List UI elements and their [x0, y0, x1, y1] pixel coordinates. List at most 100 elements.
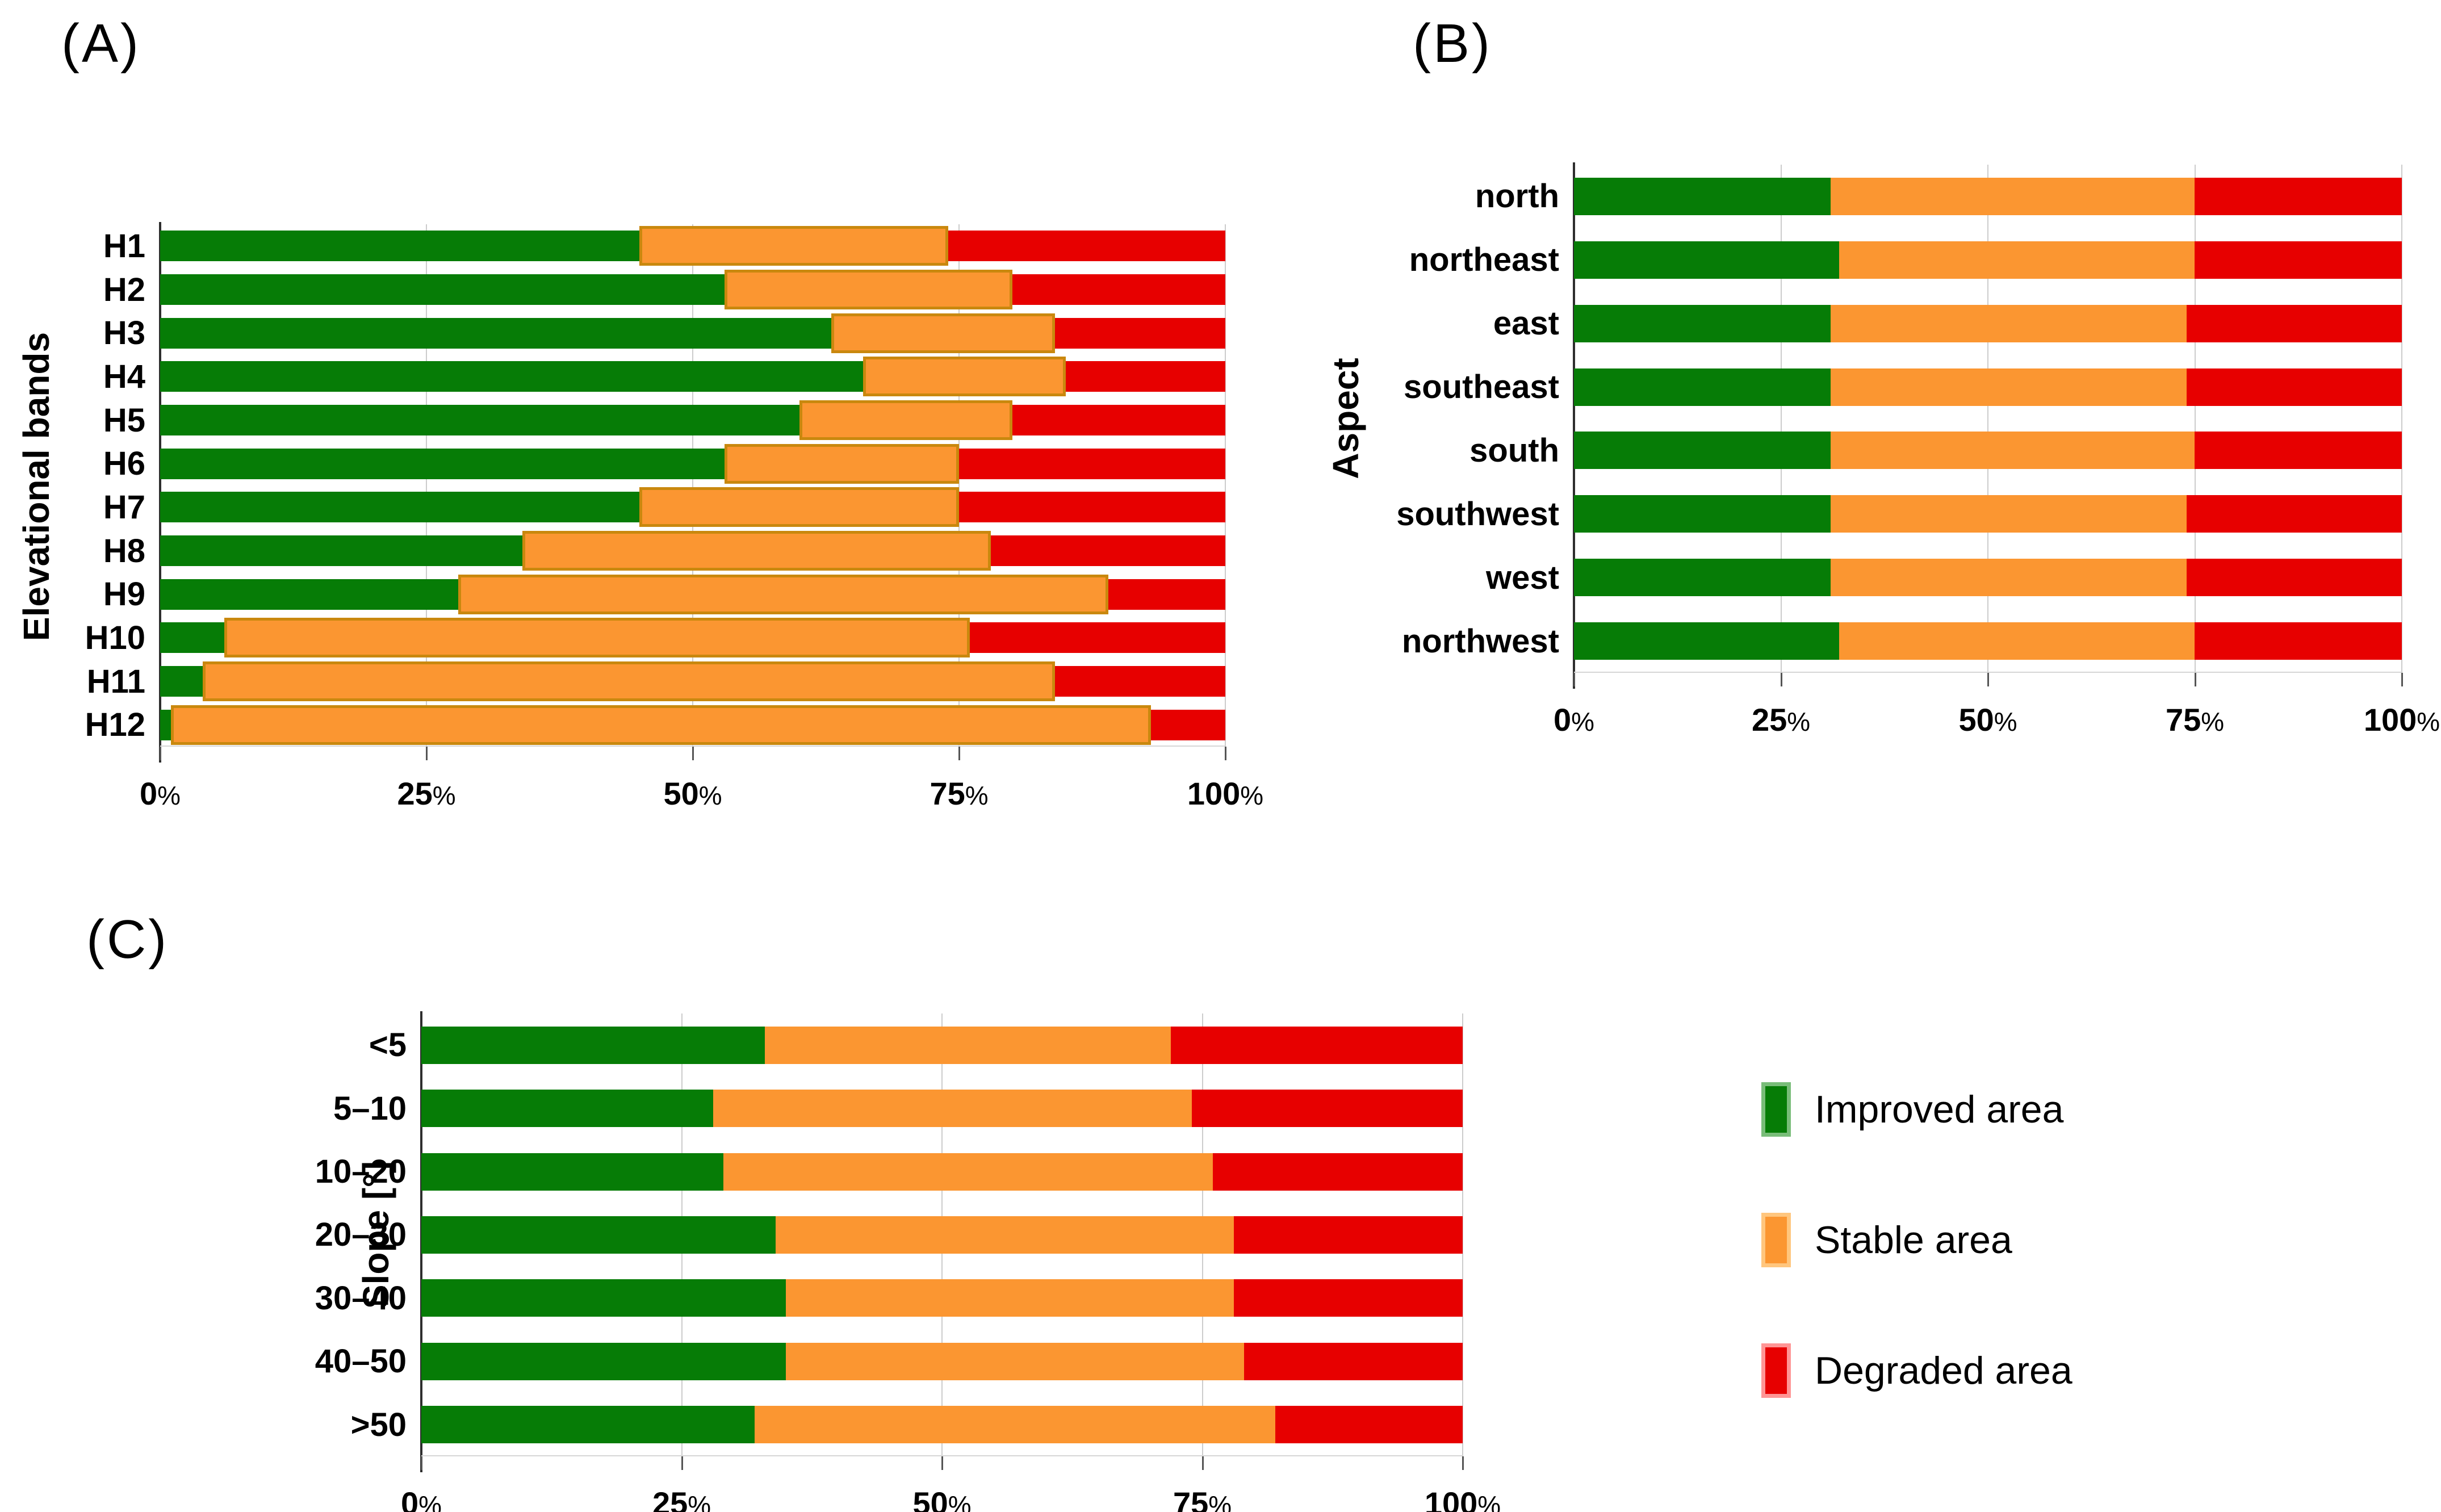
stacked-bar	[160, 531, 1225, 571]
axis-tick	[2401, 673, 2403, 686]
legend-label-improved: Improved area	[1815, 1088, 2064, 1131]
segment-degraded	[2195, 622, 2402, 660]
stacked-bar	[160, 574, 1225, 614]
bar-row: <5	[369, 1013, 1463, 1077]
category-label: H7	[103, 488, 145, 526]
bar-row: 40–50	[315, 1330, 1463, 1393]
axis-tick	[426, 747, 428, 760]
bar-row: 5–10	[333, 1077, 1463, 1140]
category-label: east	[1493, 305, 1559, 342]
segment-degraded	[1012, 405, 1225, 436]
gridline	[958, 224, 960, 747]
x-tick-label: 25%	[1751, 702, 1811, 738]
legend-key-improved-icon	[1761, 1082, 1791, 1137]
legend-item-degraded: Degraded area	[1761, 1343, 2072, 1398]
x-tick-label: 25%	[652, 1485, 711, 1512]
ylabel-elevational-bands: Elevational bands	[16, 332, 57, 642]
category-label: H4	[103, 358, 145, 395]
category-label: 10–20	[315, 1153, 407, 1191]
segment-stable	[775, 1216, 1234, 1254]
stacked-bar	[421, 1026, 1463, 1064]
gridline	[426, 224, 427, 747]
axis-tick	[941, 1456, 943, 1470]
stacked-bar	[1574, 622, 2402, 660]
x-tick-label: 100%	[2363, 702, 2440, 738]
segment-degraded	[948, 231, 1225, 262]
stacked-bar	[160, 270, 1225, 309]
segment-stable	[522, 531, 991, 571]
category-label: H10	[85, 619, 145, 656]
axis-tick	[2194, 673, 2196, 686]
panel-title-c: (C)	[86, 909, 169, 970]
rows-layer: <5 5–10 10–20 20–30 30–40 40–50 >50	[315, 1013, 1463, 1456]
bar-row: H6	[103, 442, 1225, 485]
x-tick-label: 50%	[912, 1485, 972, 1512]
segment-stable	[1830, 432, 2195, 470]
x-tick-label: 0%	[1554, 702, 1594, 738]
segment-degraded	[1233, 1216, 1463, 1254]
segment-improved	[160, 622, 224, 654]
stacked-bar	[421, 1090, 1463, 1128]
segment-improved	[160, 231, 640, 262]
x-tick-label: 75%	[1173, 1485, 1232, 1512]
segment-improved	[160, 317, 831, 349]
segment-improved	[160, 361, 864, 392]
stacked-bar	[1574, 432, 2402, 470]
segment-stable	[1830, 559, 2187, 597]
x-tick-label: 0%	[140, 776, 181, 811]
x-tick-label: 75%	[929, 776, 989, 811]
legend-label-degraded: Degraded area	[1815, 1349, 2072, 1392]
segment-degraded	[2186, 368, 2402, 406]
segment-stable	[1830, 177, 2195, 215]
plot-baseline	[160, 745, 1225, 747]
category-label: H12	[85, 706, 145, 744]
axis-tick	[958, 747, 960, 760]
bar-row: south	[1469, 419, 2402, 483]
segment-stable	[863, 357, 1066, 397]
bar-row: H9	[103, 572, 1225, 616]
chart-elevational-bands: 0% 25% 50% 75% 100% H1 H2 H3 H4 H5 H6 H7 H8 H9 H10 H11 H…	[85, 222, 1263, 811]
segment-degraded	[1054, 317, 1225, 349]
x-tick-label: 50%	[1958, 702, 2017, 738]
segment-stable	[725, 270, 1012, 309]
panel-title-a: (A)	[61, 13, 141, 74]
stacked-bar	[160, 618, 1225, 658]
category-label: 30–40	[315, 1279, 407, 1317]
legend-item-improved: Improved area	[1761, 1082, 2072, 1137]
segment-stable	[713, 1090, 1192, 1128]
segment-stable	[170, 705, 1151, 745]
segment-stable	[1830, 304, 2187, 342]
grid-layer: 0% 25% 50% 75% 100%	[140, 222, 1263, 811]
stacked-bar	[1574, 559, 2402, 597]
category-label: west	[1486, 559, 1559, 596]
legend: Improved area Stable area Degraded area	[1761, 1082, 2072, 1398]
axis-tick	[1987, 673, 1989, 686]
y-axis-line	[1573, 162, 1575, 689]
segment-improved	[160, 535, 522, 567]
segment-degraded	[2186, 495, 2402, 533]
stacked-bar	[421, 1216, 1463, 1254]
axis-tick	[1780, 673, 1782, 686]
bar-row: 20–30	[315, 1203, 1463, 1266]
segment-stable	[831, 313, 1055, 353]
stacked-bar	[160, 705, 1225, 745]
category-label: H6	[103, 445, 145, 483]
segment-stable	[1830, 495, 2187, 533]
segment-degraded	[1233, 1279, 1463, 1317]
axis-tick	[1225, 747, 1226, 760]
stacked-bar	[160, 443, 1225, 484]
bar-row: 10–20	[315, 1140, 1463, 1203]
segment-degraded	[1108, 579, 1225, 610]
bar-row: H4	[103, 355, 1225, 399]
category-label: northwest	[1401, 622, 1559, 660]
segment-degraded	[969, 622, 1225, 654]
legend-label-stable: Stable area	[1815, 1218, 2012, 1262]
axis-tick	[692, 747, 694, 760]
segment-degraded	[2195, 177, 2402, 215]
axis-tick	[1201, 1456, 1204, 1470]
segment-improved	[160, 274, 725, 305]
bar-row: H10	[85, 616, 1225, 660]
segment-degraded	[1212, 1153, 1463, 1191]
gridline	[1462, 1013, 1463, 1456]
stacked-bar	[421, 1342, 1463, 1380]
